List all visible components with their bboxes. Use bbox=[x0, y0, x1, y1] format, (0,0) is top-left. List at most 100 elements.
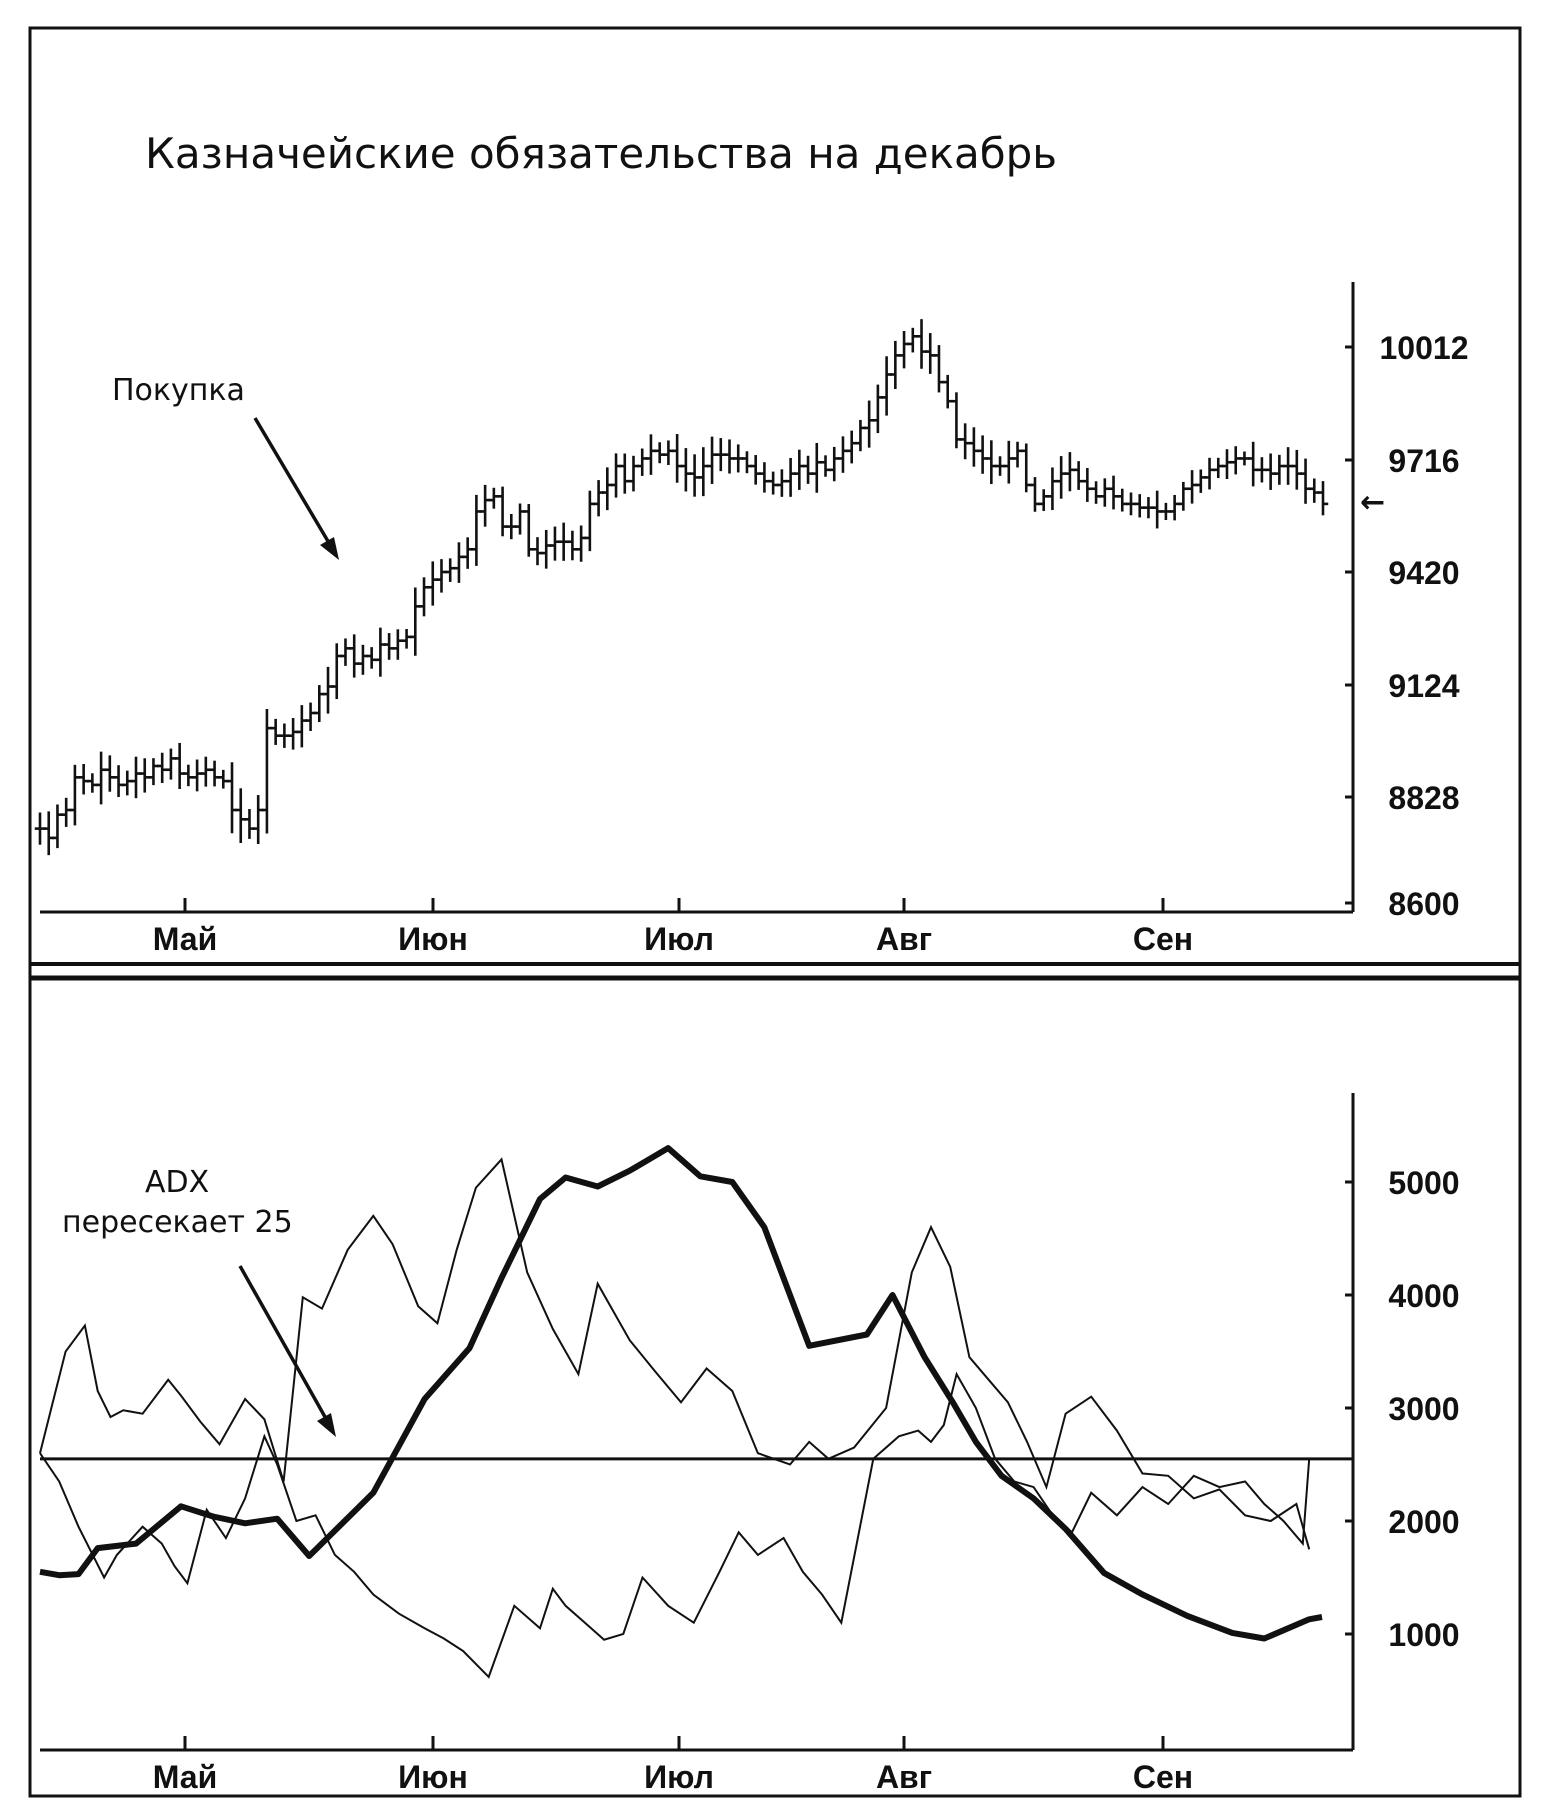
price-bar bbox=[479, 484, 491, 527]
price-bar bbox=[907, 327, 919, 353]
price-bar bbox=[968, 427, 980, 467]
price-bar bbox=[1300, 458, 1311, 504]
price-bar bbox=[392, 629, 404, 660]
price-bar bbox=[410, 587, 421, 656]
price-bar bbox=[87, 773, 98, 793]
price-bar bbox=[1265, 453, 1276, 490]
price-bar bbox=[1204, 457, 1215, 490]
price-x-tick-label: Сен bbox=[1133, 921, 1193, 957]
price-bar bbox=[270, 718, 281, 745]
price-bar bbox=[444, 558, 456, 582]
price-bar bbox=[1186, 470, 1198, 504]
price-bar bbox=[890, 340, 901, 389]
price-bar bbox=[1309, 478, 1320, 503]
price-bar bbox=[1291, 449, 1303, 490]
price-bar bbox=[1038, 489, 1049, 511]
price-bar bbox=[296, 705, 308, 748]
price-bar bbox=[663, 440, 674, 465]
price-bar bbox=[226, 762, 238, 834]
price-bar bbox=[148, 758, 159, 786]
price-y-tick-label: 8600 bbox=[1388, 886, 1459, 922]
price-bar bbox=[750, 455, 761, 485]
price-bar bbox=[1082, 468, 1093, 502]
price-bar bbox=[628, 455, 639, 492]
current-price-marker: ← bbox=[1360, 485, 1385, 520]
price-bar bbox=[200, 756, 212, 787]
price-bar bbox=[636, 448, 648, 476]
price-bar bbox=[95, 751, 107, 805]
price-bar bbox=[855, 419, 866, 452]
price-bar bbox=[1151, 490, 1163, 529]
price-y-tick-label: 10012 bbox=[1380, 330, 1469, 366]
price-bar bbox=[139, 758, 150, 793]
price-bar bbox=[794, 449, 805, 490]
price-bar bbox=[1108, 475, 1119, 510]
price-bar bbox=[820, 455, 831, 477]
buy-arrow bbox=[253, 417, 339, 560]
price-bar bbox=[785, 457, 796, 497]
price-bar bbox=[1195, 469, 1207, 493]
price-bar bbox=[183, 764, 194, 787]
price-bar bbox=[1213, 457, 1224, 479]
price-bar bbox=[340, 638, 351, 666]
price-bar bbox=[130, 756, 142, 799]
price-y-tick-label: 9716 bbox=[1388, 443, 1459, 479]
price-y-tick-label: 9420 bbox=[1388, 555, 1459, 591]
price-bar bbox=[549, 526, 561, 561]
price-bar bbox=[602, 467, 613, 511]
indicator-y-tick-label: 3000 bbox=[1388, 1391, 1459, 1427]
price-bar bbox=[540, 529, 552, 569]
price-bar bbox=[104, 755, 116, 792]
indicator-y-tick-label: 5000 bbox=[1388, 1165, 1459, 1201]
price-x-tick-label: Авг bbox=[876, 921, 932, 957]
price-bar bbox=[60, 797, 72, 827]
price-bar bbox=[218, 769, 229, 789]
price-axis bbox=[40, 282, 1355, 914]
price-bar bbox=[724, 439, 735, 474]
price-bar bbox=[898, 330, 910, 369]
price-bar bbox=[619, 453, 631, 494]
price-bar bbox=[488, 487, 500, 509]
price-bar bbox=[959, 423, 971, 460]
price-x-tick-label: Июн bbox=[398, 921, 468, 957]
price-bar bbox=[418, 577, 430, 617]
price-bar bbox=[1064, 452, 1076, 492]
price-bar bbox=[759, 462, 770, 493]
indicator-lines bbox=[39, 1145, 1353, 1679]
price-y-tick-label: 8828 bbox=[1388, 780, 1459, 816]
price-bar bbox=[122, 770, 133, 796]
price-bar bbox=[1247, 441, 1259, 487]
price-bar bbox=[1230, 446, 1241, 475]
indicator-y-tick-labels: 5000 4000 3000 2000 1000 bbox=[1345, 1165, 1460, 1653]
price-bar bbox=[113, 765, 124, 797]
directional-line-2 bbox=[39, 1371, 1311, 1679]
price-bar bbox=[575, 525, 587, 562]
price-bar bbox=[366, 647, 377, 669]
price-bar bbox=[453, 542, 465, 583]
adx-annotation-line-1: ADX bbox=[145, 1165, 209, 1200]
indicator-x-tick-label: Сен bbox=[1133, 1759, 1193, 1795]
price-bar bbox=[942, 374, 953, 409]
indicator-x-tick-labels: Май Июн Июл Авг Сен bbox=[153, 1736, 1193, 1795]
price-bar bbox=[1274, 454, 1285, 485]
price-bar bbox=[802, 455, 814, 484]
price-bar bbox=[1221, 449, 1233, 480]
price-bar bbox=[1047, 467, 1058, 511]
price-bar bbox=[741, 451, 753, 474]
price-bar bbox=[427, 561, 438, 606]
price-bar bbox=[1073, 461, 1084, 490]
price-bar bbox=[209, 760, 220, 787]
price-bar bbox=[1029, 477, 1041, 512]
price-y-tick-labels: 10012 9716 9420 9124 8828 8600 bbox=[1345, 330, 1468, 922]
price-bar bbox=[1317, 481, 1329, 516]
price-bar bbox=[165, 748, 177, 780]
price-x-tick-labels: Май Июн Июл Авг Сен bbox=[153, 898, 1193, 957]
price-bar bbox=[593, 480, 604, 517]
indicator-x-tick-label: Авг bbox=[876, 1759, 932, 1795]
price-bar bbox=[829, 446, 840, 482]
adx-line bbox=[39, 1145, 1323, 1642]
price-bar bbox=[689, 454, 700, 497]
price-bar bbox=[872, 384, 884, 434]
adx-arrow bbox=[238, 1265, 336, 1437]
